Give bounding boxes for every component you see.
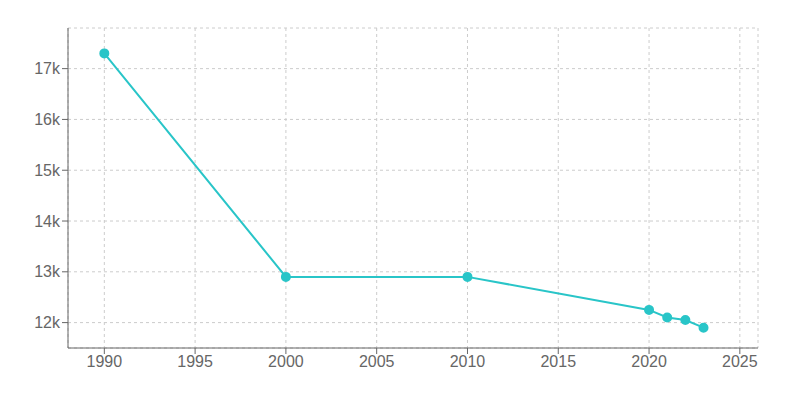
- svg-text:12k: 12k: [34, 314, 61, 331]
- svg-text:2000: 2000: [268, 353, 304, 370]
- svg-text:1990: 1990: [87, 353, 123, 370]
- svg-text:2025: 2025: [722, 353, 758, 370]
- svg-text:16k: 16k: [34, 111, 61, 128]
- svg-text:2010: 2010: [450, 353, 486, 370]
- svg-text:2005: 2005: [359, 353, 395, 370]
- svg-text:15k: 15k: [34, 162, 61, 179]
- svg-text:2015: 2015: [540, 353, 576, 370]
- svg-text:17k: 17k: [34, 60, 61, 77]
- svg-text:13k: 13k: [34, 263, 61, 280]
- svg-text:1995: 1995: [177, 353, 213, 370]
- svg-text:2020: 2020: [631, 353, 667, 370]
- svg-text:14k: 14k: [34, 213, 61, 230]
